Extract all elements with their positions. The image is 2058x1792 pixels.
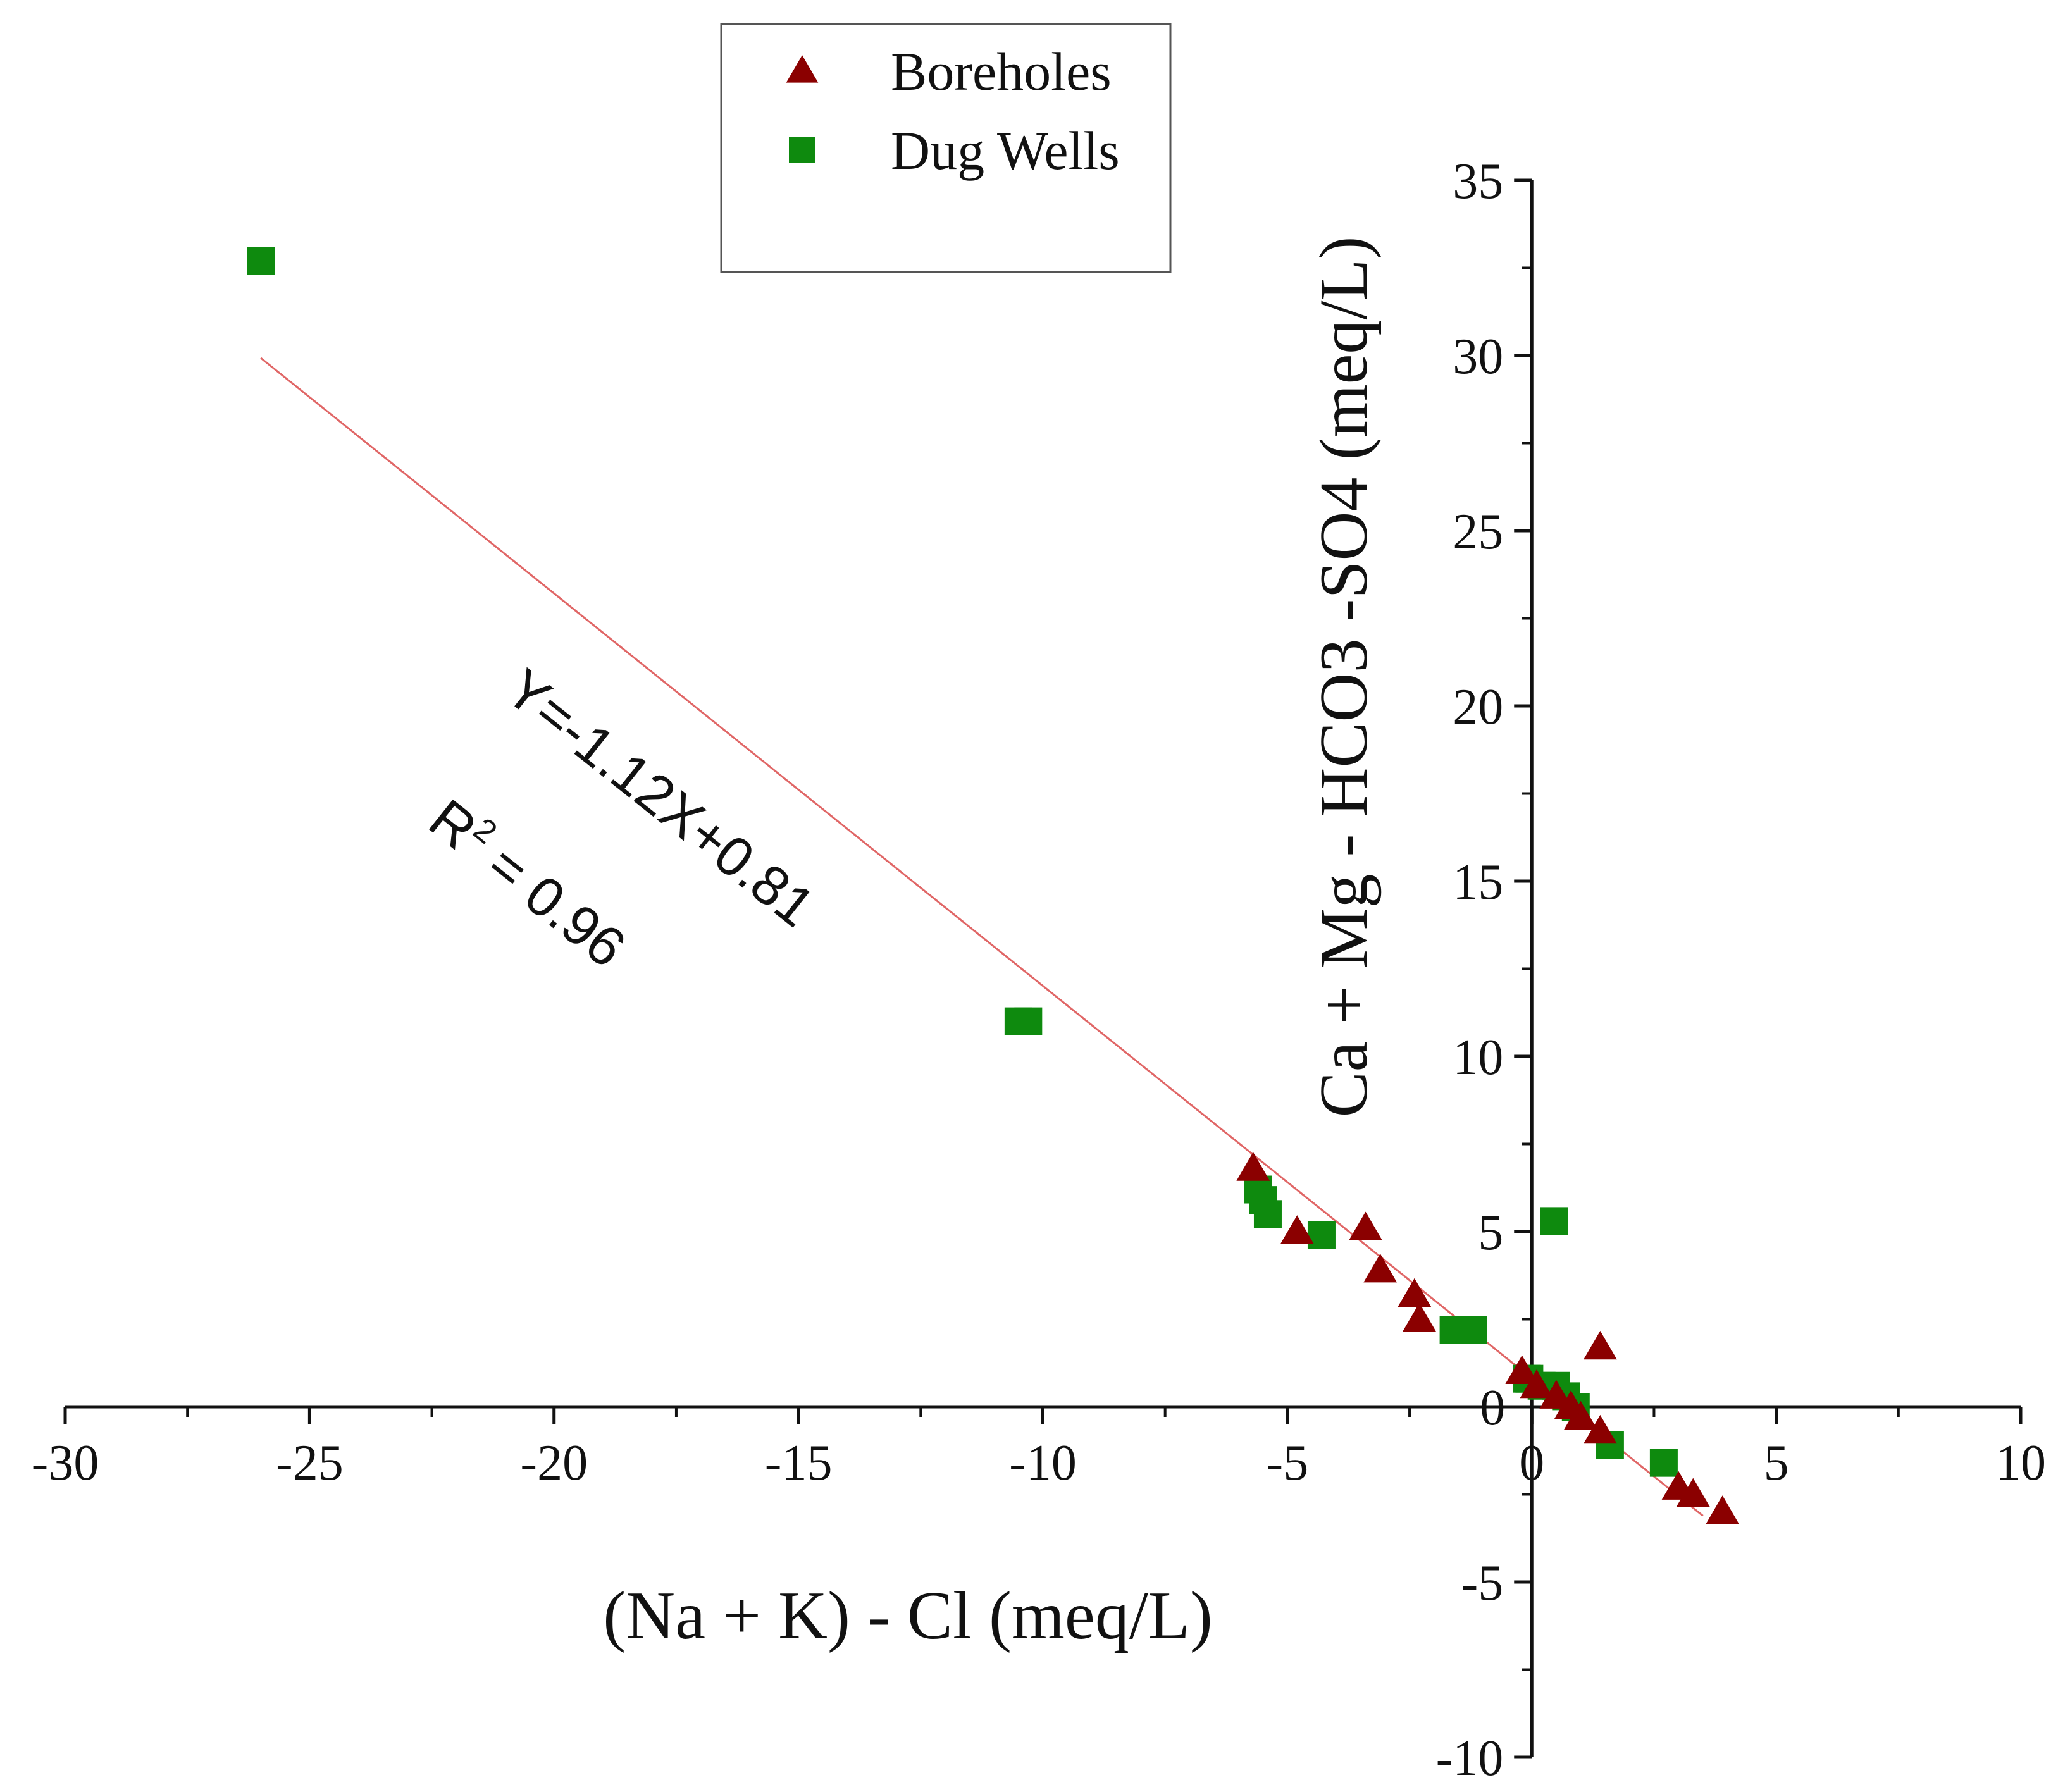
x-ticks: -30 -25 -20 -15 -10 -5 0 5 10 xyxy=(32,1407,2046,1491)
dug-well-point xyxy=(1014,1007,1043,1035)
legend-label: Boreholes xyxy=(891,41,1112,102)
x-tick-label: -10 xyxy=(1009,1435,1077,1491)
x-axis-title: (Na + K) - Cl (meq/L) xyxy=(603,1578,1213,1653)
borehole-point xyxy=(1584,1414,1617,1444)
x-tick-label: 10 xyxy=(1995,1435,2046,1491)
borehole-point xyxy=(1349,1211,1382,1240)
y-tick-label: 20 xyxy=(1453,679,1503,735)
x-tick-label: 5 xyxy=(1764,1435,1789,1491)
dug-well-point xyxy=(1459,1316,1487,1344)
y-tick-label: -10 xyxy=(1436,1731,1504,1786)
dug-well-point xyxy=(1253,1200,1282,1228)
x-tick-label: -20 xyxy=(520,1435,588,1491)
x-tick-label: -15 xyxy=(765,1435,833,1491)
dug-well-point xyxy=(247,247,275,275)
borehole-point xyxy=(1676,1478,1710,1507)
borehole-point xyxy=(1564,1400,1597,1430)
y-tick-label: 15 xyxy=(1453,855,1503,910)
borehole-point xyxy=(1403,1302,1436,1332)
dug-well-point xyxy=(1649,1449,1678,1477)
borehole-point xyxy=(1706,1495,1740,1524)
y-tick-label: 5 xyxy=(1478,1205,1503,1261)
borehole-point xyxy=(1505,1355,1539,1385)
x-tick-label: -30 xyxy=(32,1435,99,1491)
dug-well-point xyxy=(1540,1207,1568,1235)
legend-marker-boreholes xyxy=(786,55,819,83)
y-tick-label: 0 xyxy=(1480,1380,1505,1436)
x-tick-label: -5 xyxy=(1267,1435,1309,1491)
borehole-point xyxy=(1584,1330,1617,1360)
y-tick-label: 35 xyxy=(1453,154,1503,209)
borehole-point xyxy=(1398,1278,1432,1307)
legend-label: Dug Wells xyxy=(891,120,1120,181)
legend-marker-dug-wells xyxy=(789,137,815,163)
borehole-point xyxy=(1520,1369,1554,1399)
x-tick-label: -25 xyxy=(276,1435,344,1491)
x-tick-label: 0 xyxy=(1519,1435,1544,1491)
borehole-point xyxy=(1363,1254,1398,1283)
legend-items: Boreholes Dug Wells xyxy=(786,41,1120,181)
y-axis-title: Ca + Mg - HCO3 -SO4 (meq/L) xyxy=(1306,237,1382,1118)
y-tick-label: -5 xyxy=(1461,1555,1504,1611)
y-tick-label: 30 xyxy=(1453,329,1503,385)
borehole-point xyxy=(1236,1152,1270,1181)
axes: -30 -25 -20 -15 -10 -5 0 5 10 -10 -5 0 5 10 15 20 25 30 3… xyxy=(32,154,2046,1786)
data-points xyxy=(247,247,1740,1524)
dug-well-point xyxy=(1307,1221,1336,1249)
series-boreholes xyxy=(1236,1152,1740,1524)
legend: Boreholes Dug Wells xyxy=(720,23,1172,273)
y-tick-label: 25 xyxy=(1453,504,1503,560)
borehole-point xyxy=(1280,1215,1314,1244)
y-tick-label: 10 xyxy=(1453,1030,1503,1085)
y-axis-title-group: Ca + Mg - HCO3 -SO4 (meq/L) xyxy=(1306,237,1382,1118)
y-ticks: -10 -5 0 5 10 15 20 25 30 35 xyxy=(1436,154,1532,1786)
